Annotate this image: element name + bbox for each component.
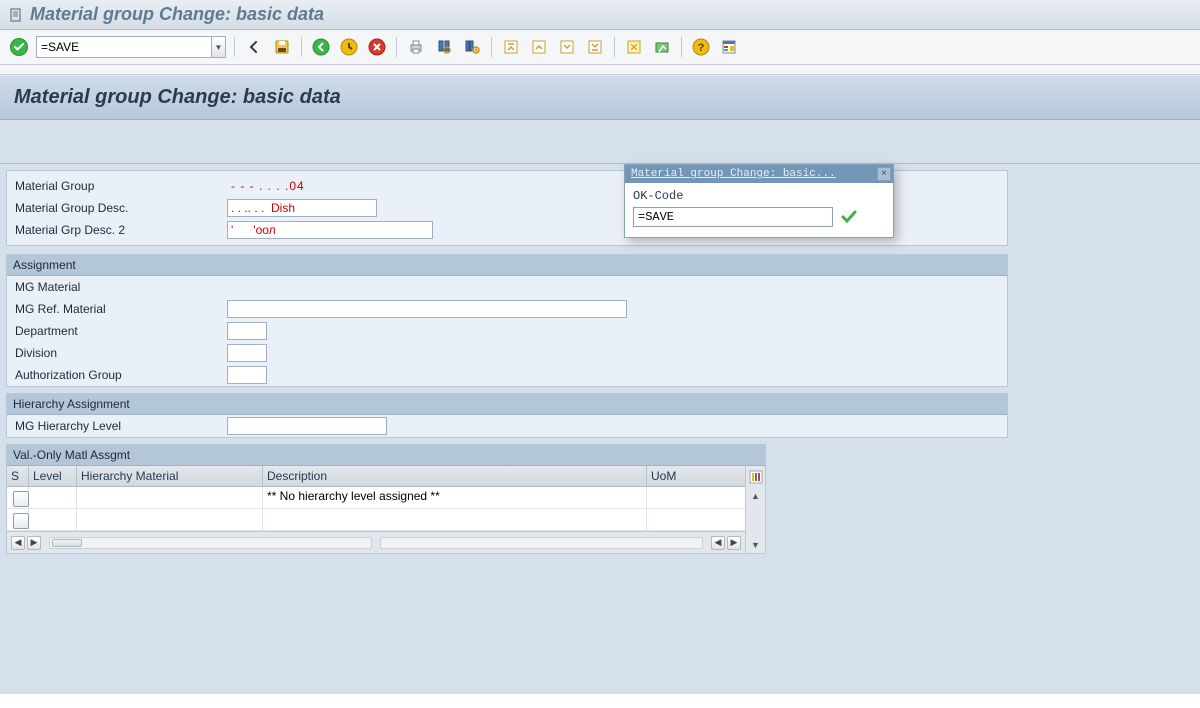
table-sidebar: ▲ ▼: [745, 466, 765, 553]
popup-title: Material group Change: basic... ×: [625, 165, 893, 183]
page-heading-text: Material group Change: basic data: [14, 86, 341, 108]
col-header-uom: UoM: [647, 466, 709, 486]
print-icon[interactable]: [405, 36, 427, 58]
val-only-table: S Level Hierarchy Material Description U…: [7, 466, 765, 553]
svg-text:?: ?: [698, 42, 705, 54]
col-header-hierarchy-material: Hierarchy Material: [77, 466, 263, 486]
field-row-mg-hierarchy-level: MG Hierarchy Level: [7, 415, 1007, 437]
val-only-header: Val.-Only Matl Assgmt: [7, 445, 765, 466]
window-title: Material group Change: basic data: [30, 4, 324, 25]
field-row-mg-material: MG Material: [7, 276, 1007, 298]
col-header-description: Description: [263, 466, 647, 486]
save-icon[interactable]: [271, 36, 293, 58]
customize-layout-icon[interactable]: [718, 36, 740, 58]
material-grp-desc2-label: Material Grp Desc. 2: [11, 223, 227, 237]
find-next-icon[interactable]: [461, 36, 483, 58]
hierarchy-section: Hierarchy Assignment MG Hierarchy Level: [6, 393, 1008, 438]
hscroll-track-1[interactable]: [49, 537, 372, 549]
mg-ref-material-label: MG Ref. Material: [11, 302, 227, 316]
material-group-desc-input[interactable]: [227, 199, 377, 217]
back-green-icon[interactable]: [310, 36, 332, 58]
scroll-left-icon[interactable]: ◀: [11, 536, 25, 550]
ok-code-popup: Material group Change: basic... × OK-Cod…: [624, 164, 894, 238]
popup-confirm-icon[interactable]: [839, 207, 859, 227]
field-row-auth-group: Authorization Group: [7, 364, 1007, 386]
assignment-section: Assignment MG Material MG Ref. Material …: [6, 254, 1008, 387]
document-icon: [8, 7, 24, 23]
material-grp-desc2-input[interactable]: [227, 221, 433, 239]
application-toolbar: [0, 120, 1200, 164]
scroll-right-icon[interactable]: ▶: [27, 536, 41, 550]
hscroll-track-2[interactable]: [380, 537, 703, 549]
popup-title-text: Material group Change: basic...: [631, 168, 836, 180]
toolbar-separator: [614, 37, 615, 57]
mg-hierarchy-level-input[interactable]: [227, 417, 387, 435]
table-hscroll: ◀ ▶ ◀ ▶: [7, 531, 745, 553]
toolbar-separator: [681, 37, 682, 57]
mg-material-label: MG Material: [11, 280, 227, 294]
field-row-mg-ref-material: MG Ref. Material: [7, 298, 1007, 320]
new-session-icon[interactable]: [623, 36, 645, 58]
back-icon[interactable]: [243, 36, 265, 58]
find-icon[interactable]: [433, 36, 455, 58]
scroll-up-icon[interactable]: ▲: [748, 490, 764, 502]
row-select-checkbox[interactable]: [13, 491, 29, 507]
row-select-checkbox[interactable]: [13, 513, 29, 529]
field-row-division: Division: [7, 342, 1007, 364]
transaction-dropdown-icon[interactable]: ▼: [212, 36, 226, 58]
col-header-level: Level: [29, 466, 77, 486]
prev-page-icon[interactable]: [528, 36, 550, 58]
assignment-header: Assignment: [7, 255, 1007, 276]
department-label: Department: [11, 324, 227, 338]
field-row-department: Department: [7, 320, 1007, 342]
scroll-left-icon[interactable]: ◀: [711, 536, 725, 550]
cancel-red-icon[interactable]: [366, 36, 388, 58]
transaction-code-input[interactable]: [36, 36, 212, 58]
first-page-icon[interactable]: [500, 36, 522, 58]
empty-hierarchy-msg: ** No hierarchy level assigned **: [263, 487, 647, 508]
table-row[interactable]: [7, 509, 745, 531]
create-shortcut-icon[interactable]: [651, 36, 673, 58]
table-row[interactable]: ** No hierarchy level assigned **: [7, 487, 745, 509]
mg-hierarchy-level-label: MG Hierarchy Level: [11, 419, 227, 433]
department-input[interactable]: [227, 322, 267, 340]
toolbar-separator: [234, 37, 235, 57]
spacer: [0, 65, 1200, 75]
popup-ok-code-input[interactable]: [633, 207, 833, 227]
toolbar-separator: [491, 37, 492, 57]
scroll-right-icon[interactable]: ▶: [727, 536, 741, 550]
mg-ref-material-input[interactable]: [227, 300, 627, 318]
main-toolbar: ▼ ?: [0, 30, 1200, 65]
window-titlebar: Material group Change: basic data: [0, 0, 1200, 30]
col-header-s: S: [7, 466, 29, 486]
table-header-row: S Level Hierarchy Material Description U…: [7, 466, 745, 487]
val-only-section: Val.-Only Matl Assgmt S Level Hierarchy …: [6, 444, 766, 554]
toolbar-separator: [396, 37, 397, 57]
material-group-desc-label: Material Group Desc.: [11, 201, 227, 215]
toolbar-separator: [301, 37, 302, 57]
last-page-icon[interactable]: [584, 36, 606, 58]
close-icon[interactable]: ×: [877, 167, 891, 181]
division-input[interactable]: [227, 344, 267, 362]
content-area: Material Group - - - . . . .04 Material …: [0, 164, 1200, 694]
popup-ok-code-label: OK-Code: [633, 189, 885, 203]
auth-group-label: Authorization Group: [11, 368, 227, 382]
hierarchy-header: Hierarchy Assignment: [7, 394, 1007, 415]
scroll-down-icon[interactable]: ▼: [748, 539, 764, 551]
auth-group-input[interactable]: [227, 366, 267, 384]
help-icon[interactable]: ?: [690, 36, 712, 58]
table-settings-icon[interactable]: [747, 468, 765, 486]
next-page-icon[interactable]: [556, 36, 578, 58]
page-heading-bar: Material group Change: basic data: [0, 75, 1200, 120]
enter-ok-icon[interactable]: [8, 36, 30, 58]
material-group-label: Material Group: [11, 179, 227, 193]
division-label: Division: [11, 346, 227, 360]
exit-yellow-icon[interactable]: [338, 36, 360, 58]
material-group-value: - - - . . . .04: [227, 179, 307, 193]
